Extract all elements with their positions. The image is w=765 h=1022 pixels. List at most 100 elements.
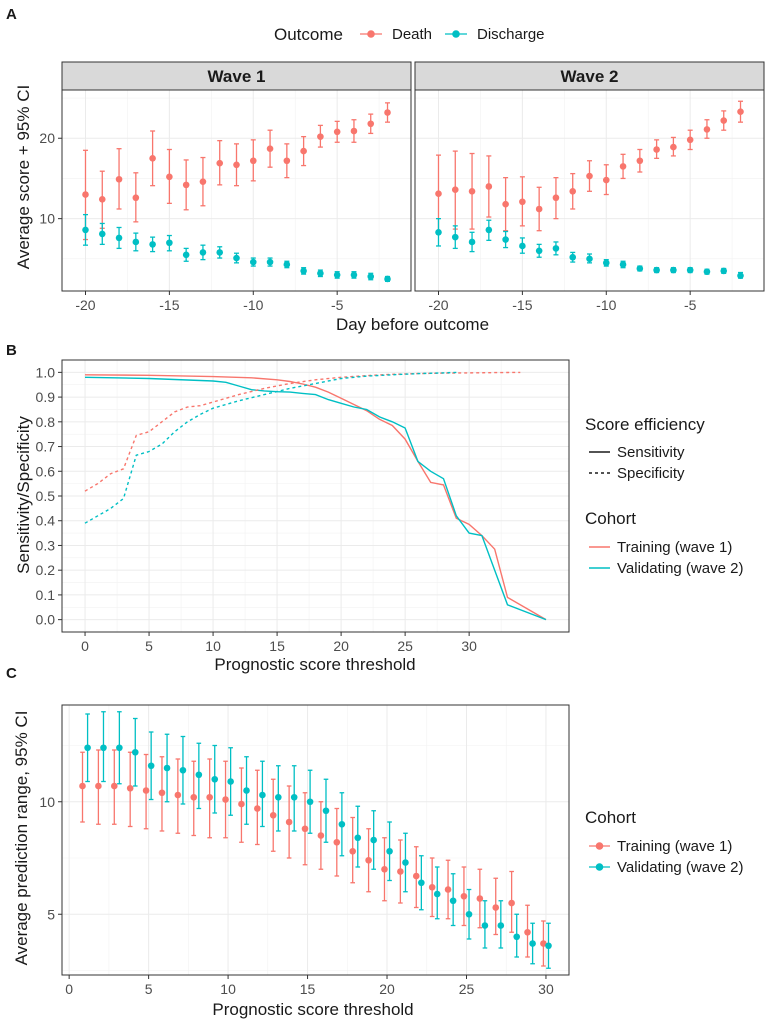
x-tick-label: -10 — [596, 297, 616, 313]
point-training-wave-1 — [79, 782, 86, 790]
point-discharge — [300, 267, 307, 275]
y-tick-label: 10 — [39, 211, 55, 227]
point-training-wave-1 — [444, 886, 452, 893]
point-death — [485, 183, 493, 190]
point-validating-wave-2 — [322, 807, 330, 815]
y-tick-label: 0.8 — [36, 414, 56, 430]
point-validating-wave-2 — [449, 897, 457, 905]
x-tick-label: 5 — [145, 638, 153, 654]
point-discharge — [468, 238, 476, 246]
point-death — [737, 108, 744, 116]
point-death — [703, 126, 711, 133]
line-training-sensitivity — [84, 374, 547, 621]
point-training-wave-1 — [174, 791, 182, 799]
panel-b: B 0 5 10 15 20 25 30 0.0 0.1 0.2 0.3 0.4 0.5 0.6 0.7 0.… — [6, 342, 743, 674]
point-death — [535, 205, 543, 213]
point-validating-wave-2 — [513, 933, 521, 941]
point-validating-wave-2 — [418, 879, 425, 887]
x-tick-label: -10 — [243, 297, 263, 313]
point-discharge — [552, 245, 560, 252]
legend-label-specificity: Specificity — [617, 465, 685, 482]
point-discharge — [283, 261, 291, 268]
plot-border — [61, 704, 570, 976]
point-death — [653, 146, 660, 153]
line-validating-specificity — [84, 371, 457, 524]
point-training-wave-1 — [412, 872, 420, 880]
point-discharge — [82, 226, 89, 234]
point-death — [266, 145, 274, 152]
point-death — [199, 178, 207, 185]
y-tick-label: 0.5 — [36, 488, 56, 504]
point-death — [182, 181, 190, 189]
point-death — [115, 175, 123, 183]
point-discharge — [502, 236, 509, 243]
point-validating-wave-2 — [195, 771, 203, 779]
outcome-legend-title: Outcome — [274, 25, 343, 44]
point-training-wave-1 — [349, 847, 356, 855]
point-training-wave-1 — [381, 865, 388, 873]
point-training-wave-1 — [317, 832, 325, 839]
panel-c-letter: C — [6, 665, 17, 682]
point-discharge — [619, 261, 627, 268]
point-training-wave-1 — [333, 838, 341, 846]
point-discharge — [519, 242, 526, 250]
facet-label-wave-2: Wave 2 — [561, 67, 619, 86]
plot-border — [414, 89, 765, 292]
line-validating-sensitivity — [84, 376, 547, 621]
point-training-wave-1 — [126, 784, 134, 792]
cohort-legend-c-title: Cohort — [585, 808, 636, 827]
outcome-legend: Outcome Death Discharge — [274, 25, 545, 44]
point-death — [367, 120, 375, 128]
point-validating-wave-2 — [386, 847, 393, 855]
x-tick-label: 0 — [81, 638, 89, 654]
point-training-wave-1 — [428, 883, 436, 891]
point-death — [98, 196, 106, 203]
point-training-wave-1 — [476, 895, 484, 902]
point-validating-wave-2 — [131, 748, 139, 756]
x-tick-label: 30 — [538, 981, 554, 997]
x-tick-label: 15 — [269, 638, 285, 654]
score-efficiency-legend: Score efficiency Sensitivity Specificity — [585, 415, 705, 482]
point-death — [149, 155, 156, 162]
point-validating-wave-2 — [275, 793, 282, 801]
y-tick-label: 5 — [47, 906, 55, 922]
point-discharge — [350, 271, 358, 279]
point-training-wave-1 — [158, 789, 166, 797]
y-tick-label: 20 — [39, 130, 55, 146]
legend-label-training-b: Training (wave 1) — [617, 539, 732, 556]
point-training-wave-1 — [110, 782, 118, 790]
point-death — [435, 190, 442, 198]
x-tick-label: 0 — [65, 981, 73, 997]
point-training-wave-1 — [269, 811, 277, 819]
point-death — [132, 194, 140, 202]
point-death — [686, 136, 694, 144]
point-discharge — [384, 275, 391, 283]
y-tick-label: 0.6 — [36, 463, 56, 479]
point-discharge — [670, 266, 677, 274]
point-training-wave-1 — [508, 899, 515, 907]
point-training-wave-1 — [238, 800, 245, 808]
facet-panel-2: -20 -15 -10 -5 — [414, 89, 765, 313]
x-tick-label: 10 — [205, 638, 221, 654]
point-death — [552, 194, 560, 202]
point-validating-wave-2 — [100, 744, 107, 752]
panel-c-y-title: Average prediction range, 95% CI — [12, 711, 31, 966]
point-death — [569, 188, 577, 195]
point-discharge — [720, 267, 728, 275]
point-death — [451, 186, 459, 193]
panel-c-x-title: Prognostic score threshold — [212, 1000, 413, 1019]
x-tick-label: -5 — [684, 297, 697, 313]
point-discharge — [586, 255, 593, 263]
point-discharge — [249, 258, 257, 266]
panel-b-y-title: Sensitivity/Specificity — [14, 416, 33, 574]
point-validating-wave-2 — [290, 793, 298, 801]
point-discharge — [182, 251, 190, 259]
point-training-wave-1 — [460, 892, 468, 900]
y-tick-label: 0.3 — [36, 537, 56, 553]
plot-border — [61, 89, 412, 292]
point-death — [317, 133, 324, 140]
point-discharge — [233, 254, 240, 262]
point-discharge — [636, 265, 644, 272]
point-discharge — [98, 230, 106, 238]
point-death — [602, 176, 610, 184]
